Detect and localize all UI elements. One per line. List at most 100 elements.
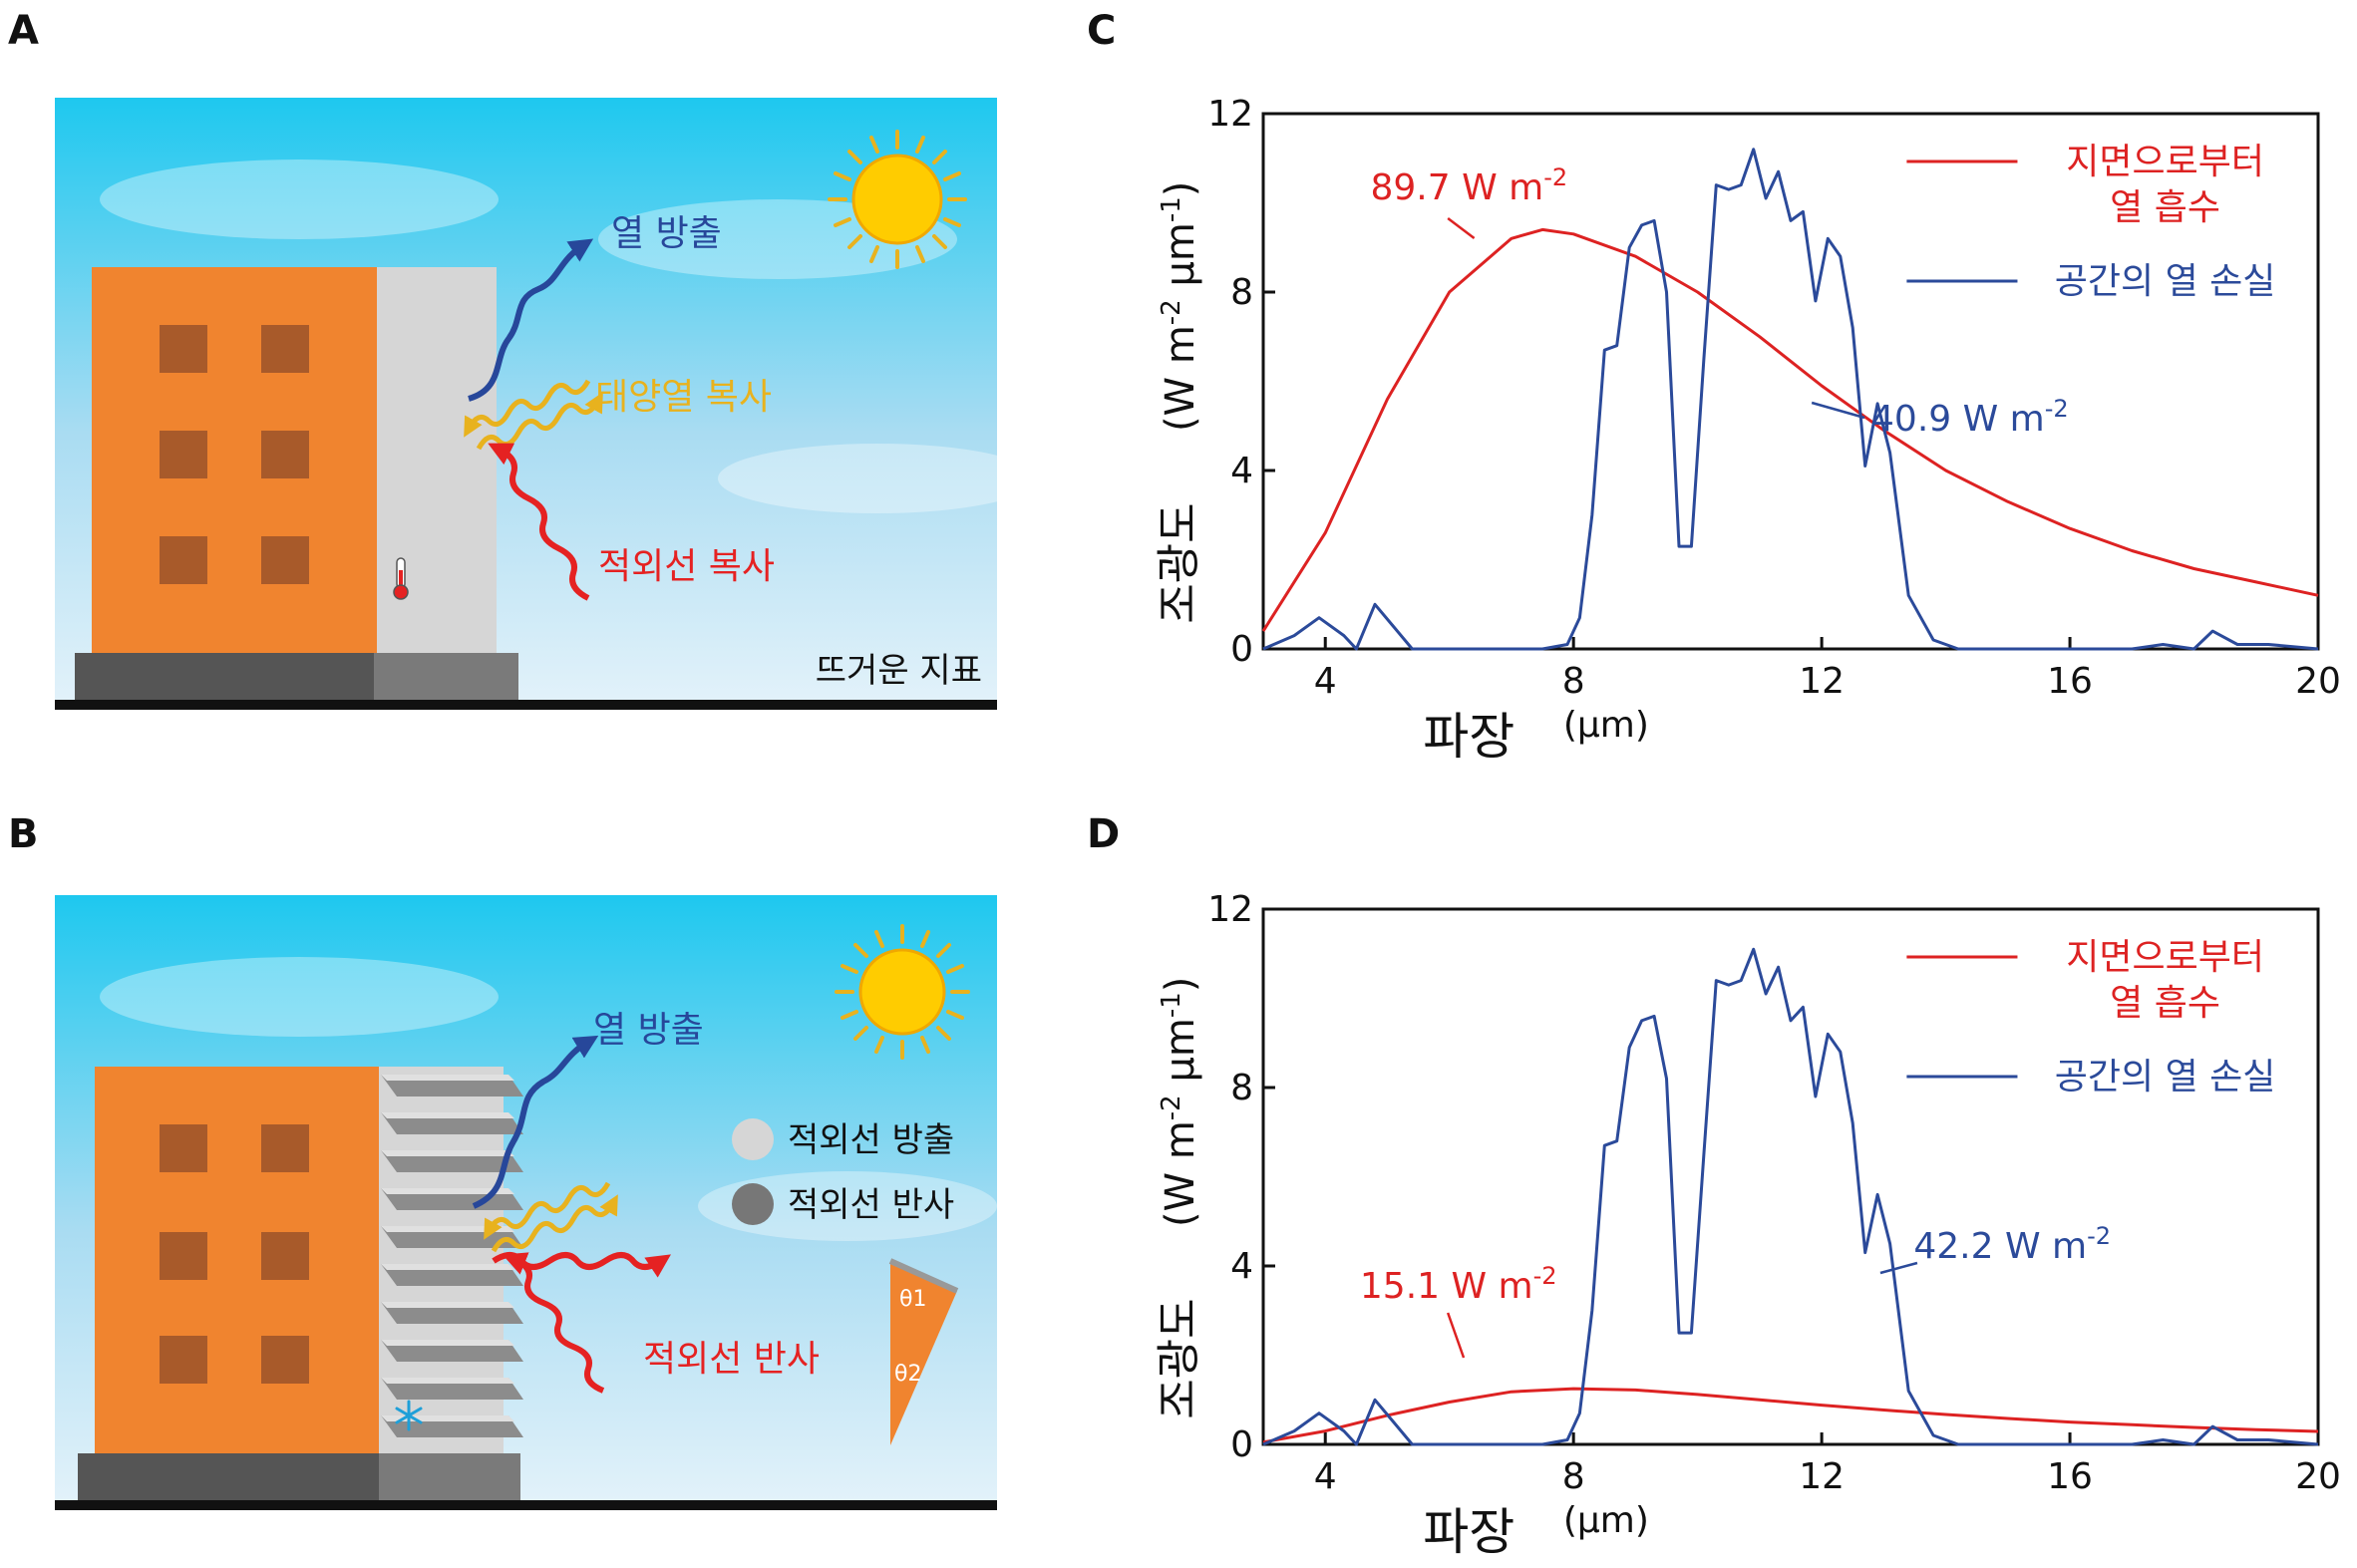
series-line-1 xyxy=(1262,947,2319,1446)
x-tick-label: 16 xyxy=(2047,661,2093,702)
infrared-reflect-arrow-out xyxy=(492,1252,671,1278)
y-tick-label: 8 xyxy=(1230,272,1253,313)
x-axis-unit: (μm) xyxy=(1563,705,1649,746)
solar-reflect-arrow-in xyxy=(484,1181,611,1240)
facade-panel xyxy=(377,267,497,656)
heat-emission-arrow xyxy=(468,238,594,402)
solar-arrow-in xyxy=(464,379,591,438)
building-windows xyxy=(160,1124,309,1384)
louver-slat-top xyxy=(381,1340,514,1346)
y-tick-label: 0 xyxy=(1230,629,1253,670)
panel-letter: D xyxy=(1087,811,1120,857)
y-axis-unit: (W m-2 μm-1) xyxy=(1157,181,1203,432)
series-line-1 xyxy=(1262,148,2319,651)
legend-label-1: 공간의 열 손실 xyxy=(2055,1057,2276,1098)
legend-label-ir-reflect: 적외선 반사 xyxy=(788,1185,954,1225)
annotation-1: 42.2 W m-2 xyxy=(1913,1222,2111,1267)
x-tick-label: 20 xyxy=(2295,1456,2341,1497)
annotation-leader-1 xyxy=(1879,1261,1918,1275)
x-tick-label: 4 xyxy=(1314,661,1337,702)
legend-label-0: 지면으로부터 열 흡수 xyxy=(2066,937,2264,1024)
x-axis-unit: (μm) xyxy=(1563,1500,1649,1541)
annotation-leader-0 xyxy=(1446,1312,1466,1359)
x-axis-label: 파장 xyxy=(1423,1503,1515,1561)
sun-icon xyxy=(828,130,967,269)
y-tick-label: 0 xyxy=(1230,1424,1253,1465)
legend-label-ir-emit: 적외선 방출 xyxy=(788,1120,954,1160)
angle-wedge: θ1 θ2 xyxy=(888,1258,959,1445)
legend-swatch-ir-emit xyxy=(732,1118,774,1160)
building xyxy=(92,267,377,656)
ground-line xyxy=(55,1500,997,1510)
x-tick-label: 8 xyxy=(1562,1456,1585,1497)
plot-frame xyxy=(1261,112,2320,651)
louver-stack xyxy=(381,1075,523,1437)
y-tick-label: 12 xyxy=(1207,94,1253,135)
label-infrared-radiation: 적외선 복사 xyxy=(598,546,775,587)
solar-arrow-out xyxy=(476,392,603,451)
x-tick-label: 8 xyxy=(1562,661,1585,702)
louver-slat-top xyxy=(381,1188,514,1194)
clouds xyxy=(100,957,997,1241)
panel-base xyxy=(379,1453,520,1503)
thermometer-icon xyxy=(393,557,409,600)
solar-reflect-arrow-out xyxy=(491,1194,618,1253)
louver-slat-top xyxy=(381,1150,514,1156)
label-hot-ground: 뜨거운 지표 xyxy=(816,651,982,691)
louver-slat-top xyxy=(381,1226,514,1232)
y-axis-label: 조광도 xyxy=(1154,502,1204,623)
louver-slat-top xyxy=(381,1264,514,1270)
building-base xyxy=(78,1453,379,1503)
legend-label-0: 지면으로부터 열 흡수 xyxy=(2066,142,2264,228)
x-tick-label: 16 xyxy=(2047,1456,2093,1497)
infrared-arrow xyxy=(488,443,590,601)
panel-letter-a: A xyxy=(8,8,39,54)
series-line-0 xyxy=(1262,1387,2319,1444)
annotation-leader-1 xyxy=(1811,401,1865,420)
x-tick-label: 20 xyxy=(2295,661,2341,702)
louver-slat-top xyxy=(381,1112,514,1118)
series-line-0 xyxy=(1261,227,2319,632)
label-solar-radiation: 태양열 복사 xyxy=(595,377,772,418)
panel-letter: C xyxy=(1087,8,1116,54)
label-theta2: θ2 xyxy=(894,1362,921,1387)
plot-frame xyxy=(1261,907,2320,1446)
louver-slat-top xyxy=(381,1378,514,1384)
infrared-reflect-arrow-in xyxy=(502,1252,605,1394)
building-windows xyxy=(160,325,309,584)
y-axis-unit: (W m-2 μm-1) xyxy=(1157,977,1203,1227)
panel-letter-b: B xyxy=(8,811,39,857)
y-tick-label: 8 xyxy=(1230,1068,1253,1108)
label-infrared-reflect: 적외선 반사 xyxy=(643,1339,820,1380)
heat-emission-arrow xyxy=(472,1035,599,1209)
annotation-1: 40.9 W m-2 xyxy=(1871,395,2069,440)
louver-slat-top xyxy=(381,1075,514,1081)
chart-c: C 4 8 12 16 20 0 4 8 12 파장 (μm) 조광도 (W m-2 μm-1) 지면으로부… xyxy=(1087,8,2341,766)
x-tick-label: 4 xyxy=(1314,1456,1337,1497)
panel-base xyxy=(374,653,518,703)
y-tick-label: 4 xyxy=(1230,1246,1253,1287)
panel-b: B xyxy=(8,811,997,1510)
y-tick-label: 4 xyxy=(1230,451,1253,491)
y-axis-label: 조광도 xyxy=(1154,1298,1204,1418)
legend-label-1: 공간의 열 손실 xyxy=(2055,261,2276,302)
annotation-0: 15.1 W m-2 xyxy=(1360,1262,1557,1307)
x-axis-label: 파장 xyxy=(1423,708,1515,766)
sun-icon xyxy=(835,924,970,1060)
label-heat-emission: 열 방출 xyxy=(611,213,722,254)
label-heat-emission: 열 방출 xyxy=(593,1010,704,1051)
louver-slat-top xyxy=(381,1302,514,1308)
ground-line xyxy=(55,700,997,710)
building-base xyxy=(75,653,374,703)
y-tick-label: 12 xyxy=(1207,889,1253,930)
legend-swatch-ir-reflect xyxy=(732,1183,774,1225)
x-tick-label: 12 xyxy=(1799,1456,1845,1497)
x-tick-label: 12 xyxy=(1799,661,1845,702)
panel-a: A xyxy=(8,8,1037,710)
snowflake-icon xyxy=(395,1400,423,1431)
annotation-0: 89.7 W m-2 xyxy=(1370,163,1567,208)
label-theta1: θ1 xyxy=(899,1287,926,1312)
annotation-leader-0 xyxy=(1447,217,1476,239)
chart-d: D 4 8 12 16 20 0 4 8 12 파장 (μm) 조광도 (W m-2 μm-1) 지면으로부… xyxy=(1087,811,2341,1561)
